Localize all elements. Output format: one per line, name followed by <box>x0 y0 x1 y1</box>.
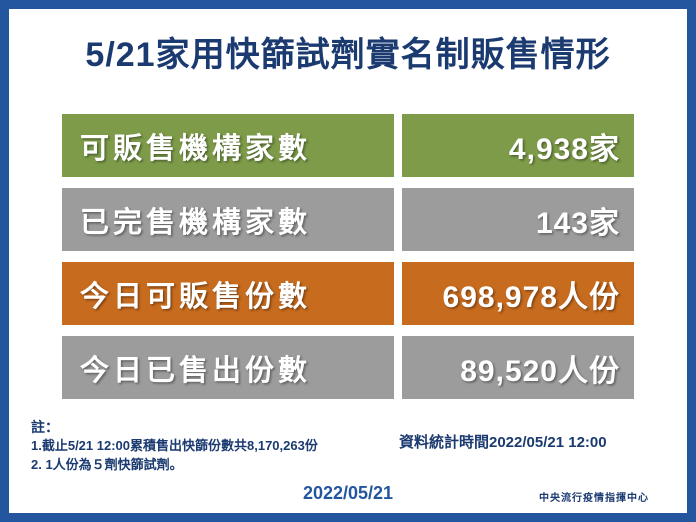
table-row: 已完售機構家數 143家 <box>62 188 634 251</box>
row-value: 4,938家 <box>402 114 634 177</box>
table-row: 今日已售出份數 89,520人份 <box>62 336 634 399</box>
row-label: 今日已售出份數 <box>62 336 394 399</box>
note-line: 2. 1人份為５劑快篩試劑。 <box>31 457 183 473</box>
table-row: 今日可販售份數 698,978人份 <box>62 262 634 325</box>
row-value: 698,978人份 <box>402 262 634 325</box>
page-title: 5/21家用快篩試劑實名制販售情形 <box>85 36 611 74</box>
row-label: 今日可販售份數 <box>62 262 394 325</box>
notes-block: 註： 1.截止5/21 12:00累積售出快篩份數共8,170,263份 2. … <box>31 417 318 475</box>
row-label: 可販售機構家數 <box>62 114 394 177</box>
note-line: 1.截止5/21 12:00累積售出快篩份數共8,170,263份 <box>31 438 318 454</box>
row-value: 89,520人份 <box>402 336 634 399</box>
sales-table: 可販售機構家數 4,938家 已完售機構家數 143家 今日可販售份數 698,… <box>62 114 634 410</box>
footer-date: 2022/05/21 <box>302 483 394 503</box>
footer-org: 中央流行疫情指揮中心 <box>539 493 649 504</box>
stat-time-label: 資料統計時間2022/05/21 12:00 <box>399 434 607 451</box>
row-label: 已完售機構家數 <box>62 188 394 251</box>
row-value: 143家 <box>402 188 634 251</box>
table-row: 可販售機構家數 4,938家 <box>62 114 634 177</box>
notes-heading: 註： <box>31 419 59 435</box>
